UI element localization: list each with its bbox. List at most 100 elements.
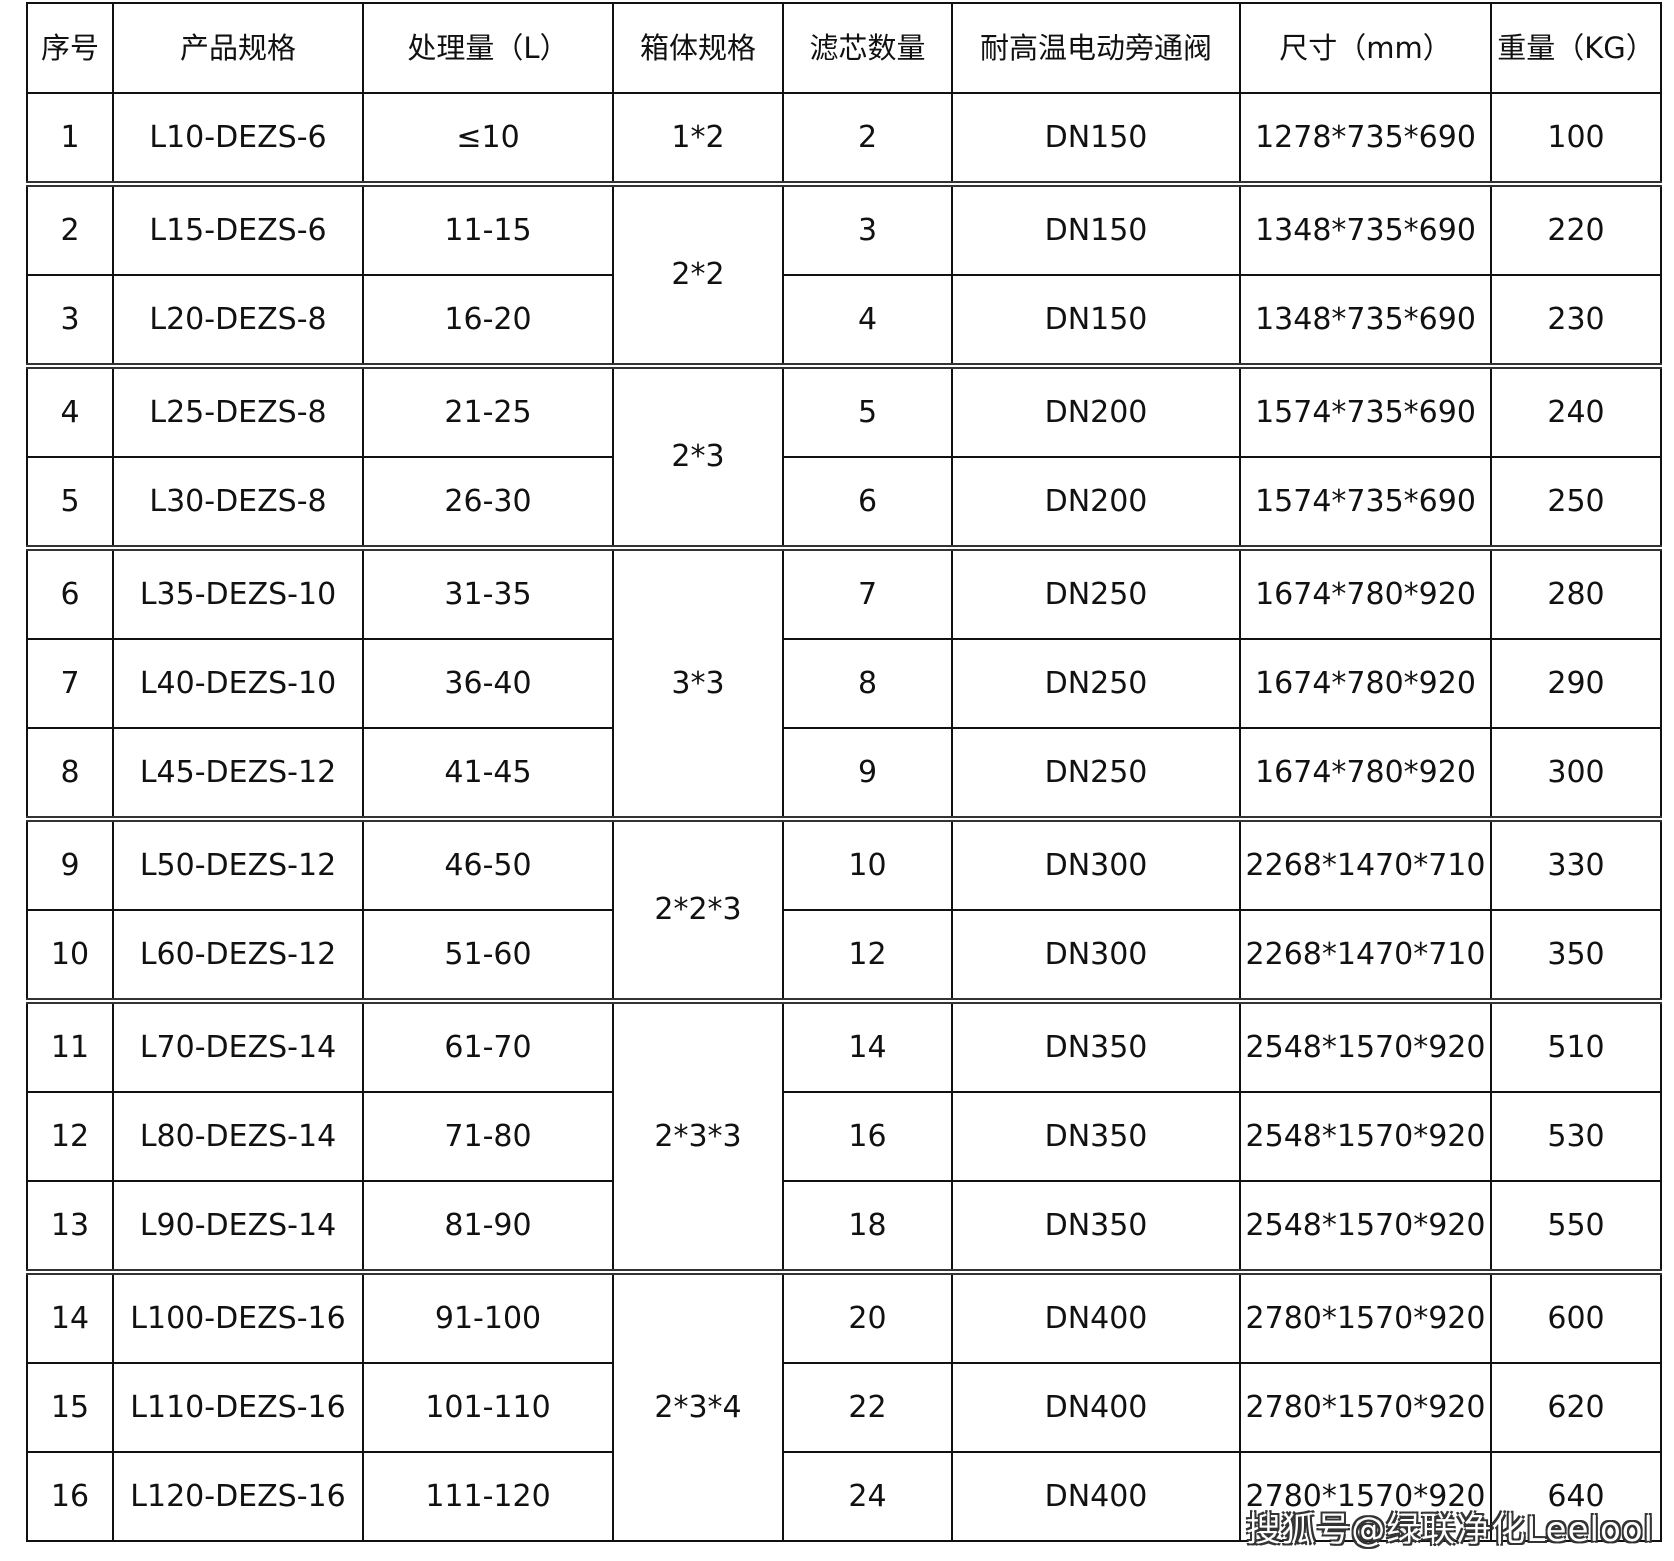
header-weight: 重量（KG） bbox=[1490, 2, 1662, 94]
table-row: 5 L30-DEZS-8 26-30 6 DN200 1574*735*690 250 bbox=[26, 456, 1662, 549]
cell-dimensions: 1574*735*690 bbox=[1239, 456, 1492, 549]
cell-filter-count: 7 bbox=[782, 545, 953, 640]
cell-capacity: 101-110 bbox=[362, 1362, 614, 1453]
cell-dimensions: 2548*1570*920 bbox=[1239, 1180, 1492, 1273]
cell-filter-count: 10 bbox=[782, 816, 953, 911]
cell-filter-count: 8 bbox=[782, 638, 953, 729]
cell-dimensions: 1278*735*690 bbox=[1239, 92, 1492, 185]
cell-model: L35-DEZS-10 bbox=[112, 545, 364, 640]
cell-bypass-valve: DN150 bbox=[951, 274, 1241, 367]
cell-weight: 100 bbox=[1490, 92, 1662, 185]
cell-model: L50-DEZS-12 bbox=[112, 816, 364, 911]
cell-capacity: 61-70 bbox=[362, 998, 614, 1093]
cell-filter-count: 16 bbox=[782, 1091, 953, 1182]
cell-model: L80-DEZS-14 bbox=[112, 1091, 364, 1182]
cell-index: 3 bbox=[26, 274, 114, 367]
table-row: 16 L120-DEZS-16 111-120 24 DN400 2780*1570*92… bbox=[26, 1451, 1662, 1542]
cell-index: 16 bbox=[26, 1451, 114, 1542]
table-row: 12 L80-DEZS-14 71-80 16 DN350 2548*1570*920 53… bbox=[26, 1091, 1662, 1182]
cell-index: 13 bbox=[26, 1180, 114, 1273]
cell-weight: 530 bbox=[1490, 1091, 1662, 1182]
header-bypass-valve: 耐高温电动旁通阀 bbox=[951, 2, 1241, 94]
cell-index: 9 bbox=[26, 816, 114, 911]
cell-index: 11 bbox=[26, 998, 114, 1093]
cell-capacity: 111-120 bbox=[362, 1451, 614, 1542]
cell-bypass-valve: DN400 bbox=[951, 1362, 1241, 1453]
cell-weight: 600 bbox=[1490, 1269, 1662, 1364]
cell-index: 15 bbox=[26, 1362, 114, 1453]
cell-filter-count: 18 bbox=[782, 1180, 953, 1273]
cell-weight: 620 bbox=[1490, 1362, 1662, 1453]
cell-index: 5 bbox=[26, 456, 114, 549]
table-row: 2 L15-DEZS-6 11-15 2*2 3 DN150 1348*735*690 220 bbox=[26, 181, 1662, 367]
cell-index: 10 bbox=[26, 909, 114, 1002]
cell-dimensions: 2548*1570*920 bbox=[1239, 1091, 1492, 1182]
table-row: 11 L70-DEZS-14 61-70 2*3*3 14 DN350 2548*1570*… bbox=[26, 998, 1662, 1273]
cell-bypass-valve: DN200 bbox=[951, 456, 1241, 549]
header-capacity: 处理量（L） bbox=[362, 2, 614, 94]
cell-dimensions: 1674*780*920 bbox=[1239, 638, 1492, 729]
cell-index: 4 bbox=[26, 363, 114, 458]
header-filter-count: 滤芯数量 bbox=[782, 2, 953, 94]
cell-weight: 640 bbox=[1490, 1451, 1662, 1542]
table-row: 14 L100-DEZS-16 91-100 2*3*4 20 DN400 2780*157… bbox=[26, 1269, 1662, 1542]
cell-dimensions: 2780*1570*920 bbox=[1239, 1362, 1492, 1453]
cell-capacity: 81-90 bbox=[362, 1180, 614, 1273]
header-dimensions: 尺寸（mm） bbox=[1239, 2, 1492, 94]
cell-weight: 240 bbox=[1490, 363, 1662, 458]
cell-capacity: ≤10 bbox=[362, 92, 614, 185]
cell-weight: 300 bbox=[1490, 727, 1662, 820]
header-model: 产品规格 bbox=[112, 2, 364, 94]
cell-filter-count: 9 bbox=[782, 727, 953, 820]
cell-dimensions: 1674*780*920 bbox=[1239, 545, 1492, 640]
cell-weight: 220 bbox=[1490, 181, 1662, 276]
cell-filter-count: 3 bbox=[782, 181, 953, 276]
cell-weight: 230 bbox=[1490, 274, 1662, 367]
table-row: 10 L60-DEZS-12 51-60 12 DN300 2268*1470*710 35… bbox=[26, 909, 1662, 1002]
cell-filter-count: 20 bbox=[782, 1269, 953, 1364]
cell-capacity: 51-60 bbox=[362, 909, 614, 1002]
cell-dimensions: 2780*1570*920 bbox=[1239, 1451, 1492, 1542]
cell-model: L110-DEZS-16 bbox=[112, 1362, 364, 1453]
cell-box-spec: 2*3 bbox=[612, 363, 784, 549]
cell-bypass-valve: DN150 bbox=[951, 181, 1241, 276]
cell-box-spec: 1*2 bbox=[612, 92, 784, 185]
cell-bypass-valve: DN250 bbox=[951, 545, 1241, 640]
cell-model: L15-DEZS-6 bbox=[112, 181, 364, 276]
cell-weight: 280 bbox=[1490, 545, 1662, 640]
cell-box-spec: 2*3*3 bbox=[612, 998, 784, 1273]
cell-capacity: 31-35 bbox=[362, 545, 614, 640]
cell-weight: 250 bbox=[1490, 456, 1662, 549]
cell-capacity: 26-30 bbox=[362, 456, 614, 549]
cell-weight: 330 bbox=[1490, 816, 1662, 911]
cell-weight: 550 bbox=[1490, 1180, 1662, 1273]
cell-dimensions: 2268*1470*710 bbox=[1239, 816, 1492, 911]
cell-box-spec: 2*3*4 bbox=[612, 1269, 784, 1542]
cell-bypass-valve: DN400 bbox=[951, 1451, 1241, 1542]
header-index: 序号 bbox=[26, 2, 114, 94]
cell-index: 2 bbox=[26, 181, 114, 276]
cell-index: 8 bbox=[26, 727, 114, 820]
cell-model: L60-DEZS-12 bbox=[112, 909, 364, 1002]
table-row: 4 L25-DEZS-8 21-25 2*3 5 DN200 1574*735*690 240 bbox=[26, 363, 1662, 549]
cell-dimensions: 2548*1570*920 bbox=[1239, 998, 1492, 1093]
cell-capacity: 71-80 bbox=[362, 1091, 614, 1182]
cell-filter-count: 14 bbox=[782, 998, 953, 1093]
table-row: 13 L90-DEZS-14 81-90 18 DN350 2548*1570*920 55… bbox=[26, 1180, 1662, 1273]
cell-filter-count: 2 bbox=[782, 92, 953, 185]
cell-box-spec: 2*2*3 bbox=[612, 816, 784, 1002]
table-row: 3 L20-DEZS-8 16-20 4 DN150 1348*735*690 230 bbox=[26, 274, 1662, 367]
cell-filter-count: 12 bbox=[782, 909, 953, 1002]
cell-dimensions: 1674*780*920 bbox=[1239, 727, 1492, 820]
cell-index: 12 bbox=[26, 1091, 114, 1182]
table-row: 8 L45-DEZS-12 41-45 9 DN250 1674*780*920 300 bbox=[26, 727, 1662, 820]
cell-capacity: 46-50 bbox=[362, 816, 614, 911]
cell-bypass-valve: DN250 bbox=[951, 727, 1241, 820]
cell-filter-count: 24 bbox=[782, 1451, 953, 1542]
cell-dimensions: 2780*1570*920 bbox=[1239, 1269, 1492, 1364]
cell-bypass-valve: DN150 bbox=[951, 92, 1241, 185]
cell-capacity: 36-40 bbox=[362, 638, 614, 729]
cell-dimensions: 2268*1470*710 bbox=[1239, 909, 1492, 1002]
cell-bypass-valve: DN350 bbox=[951, 998, 1241, 1093]
cell-model: L20-DEZS-8 bbox=[112, 274, 364, 367]
